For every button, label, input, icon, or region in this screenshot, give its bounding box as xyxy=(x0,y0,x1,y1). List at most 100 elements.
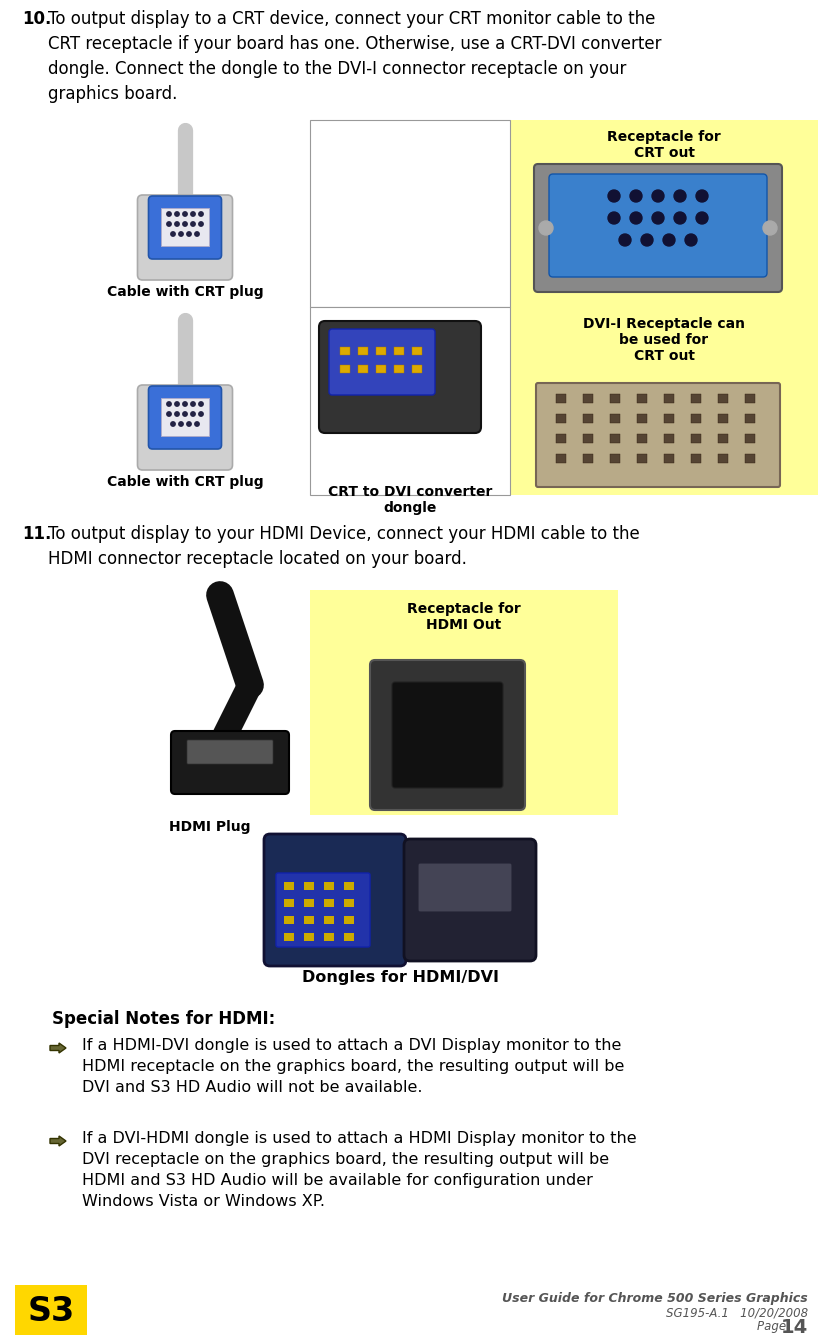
Bar xyxy=(304,882,314,890)
Circle shape xyxy=(186,232,191,236)
Circle shape xyxy=(167,222,172,226)
Circle shape xyxy=(175,212,179,216)
Circle shape xyxy=(696,212,708,224)
Bar xyxy=(637,414,647,423)
Bar xyxy=(344,898,354,906)
Bar xyxy=(664,434,674,443)
Bar xyxy=(304,933,314,941)
Text: Dongles for HDMI/DVI: Dongles for HDMI/DVI xyxy=(301,971,498,985)
FancyBboxPatch shape xyxy=(264,834,406,967)
Text: If a DVI-HDMI dongle is used to attach a HDMI Display monitor to the
DVI recepta: If a DVI-HDMI dongle is used to attach a… xyxy=(82,1131,637,1210)
Bar xyxy=(394,347,404,355)
Bar xyxy=(284,916,294,924)
FancyBboxPatch shape xyxy=(148,196,221,259)
Bar xyxy=(664,394,674,403)
Circle shape xyxy=(167,212,172,216)
Circle shape xyxy=(191,402,196,406)
Bar xyxy=(304,916,314,924)
Text: Special Notes for HDMI:: Special Notes for HDMI: xyxy=(52,1011,276,1028)
Bar xyxy=(310,120,510,307)
Circle shape xyxy=(608,212,620,224)
FancyBboxPatch shape xyxy=(536,383,780,487)
FancyBboxPatch shape xyxy=(534,164,782,292)
Bar xyxy=(344,882,354,890)
Bar xyxy=(745,434,755,443)
Bar xyxy=(718,454,728,463)
Bar xyxy=(718,414,728,423)
Text: 11.: 11. xyxy=(22,525,51,543)
Circle shape xyxy=(175,402,179,406)
Circle shape xyxy=(630,212,642,224)
Bar xyxy=(556,434,566,443)
Bar xyxy=(324,933,334,941)
Circle shape xyxy=(183,402,187,406)
Text: 10.: 10. xyxy=(22,9,51,28)
Bar xyxy=(718,434,728,443)
Bar xyxy=(610,414,620,423)
Bar xyxy=(745,414,755,423)
Circle shape xyxy=(195,232,199,236)
Text: Receptacle for
CRT out: Receptacle for CRT out xyxy=(607,129,721,160)
Text: Cable with CRT plug: Cable with CRT plug xyxy=(106,475,263,489)
Circle shape xyxy=(167,411,172,417)
Circle shape xyxy=(696,190,708,202)
Bar xyxy=(310,590,618,814)
Bar xyxy=(556,414,566,423)
Circle shape xyxy=(199,402,203,406)
Circle shape xyxy=(191,212,196,216)
Bar xyxy=(745,394,755,403)
FancyArrow shape xyxy=(50,1136,66,1145)
Bar xyxy=(161,208,209,246)
Bar xyxy=(344,916,354,924)
Text: 14: 14 xyxy=(780,1318,808,1335)
Bar xyxy=(376,347,386,355)
Bar xyxy=(610,394,620,403)
Bar xyxy=(691,394,701,403)
Text: DVI-I Receptacle can
be used for
CRT out: DVI-I Receptacle can be used for CRT out xyxy=(583,316,745,363)
Bar xyxy=(637,434,647,443)
Bar xyxy=(340,347,350,355)
Circle shape xyxy=(641,234,653,246)
Bar xyxy=(610,454,620,463)
Circle shape xyxy=(183,212,187,216)
FancyBboxPatch shape xyxy=(404,838,536,961)
Circle shape xyxy=(608,190,620,202)
Circle shape xyxy=(199,411,203,417)
Circle shape xyxy=(199,212,203,216)
FancyBboxPatch shape xyxy=(276,873,370,947)
Bar xyxy=(15,1286,87,1335)
Circle shape xyxy=(652,190,664,202)
Bar xyxy=(556,454,566,463)
Circle shape xyxy=(674,212,686,224)
Bar xyxy=(340,364,350,372)
Bar xyxy=(284,898,294,906)
Circle shape xyxy=(195,422,199,426)
Circle shape xyxy=(175,222,179,226)
Bar xyxy=(376,364,386,372)
Bar xyxy=(664,414,674,423)
Circle shape xyxy=(763,222,777,235)
Circle shape xyxy=(183,411,187,417)
Text: To output display to your HDMI Device, connect your HDMI cable to the
HDMI conne: To output display to your HDMI Device, c… xyxy=(48,525,639,567)
Bar xyxy=(583,394,593,403)
Bar xyxy=(691,454,701,463)
FancyBboxPatch shape xyxy=(549,174,767,276)
Bar xyxy=(556,394,566,403)
Bar xyxy=(358,347,368,355)
FancyBboxPatch shape xyxy=(187,740,273,764)
Text: To output display to a CRT device, connect your CRT monitor cable to the
CRT rec: To output display to a CRT device, conne… xyxy=(48,9,662,103)
Bar xyxy=(718,394,728,403)
Circle shape xyxy=(191,222,196,226)
FancyBboxPatch shape xyxy=(418,862,512,912)
Bar xyxy=(412,347,422,355)
FancyBboxPatch shape xyxy=(329,328,435,395)
Circle shape xyxy=(171,422,175,426)
Text: SG195-A.1   10/20/2008: SG195-A.1 10/20/2008 xyxy=(666,1306,808,1319)
Circle shape xyxy=(539,222,553,235)
Text: Page: Page xyxy=(757,1320,790,1334)
Bar xyxy=(664,454,674,463)
Text: S3: S3 xyxy=(27,1295,74,1328)
Bar xyxy=(510,120,818,495)
Circle shape xyxy=(663,234,675,246)
Bar xyxy=(344,933,354,941)
